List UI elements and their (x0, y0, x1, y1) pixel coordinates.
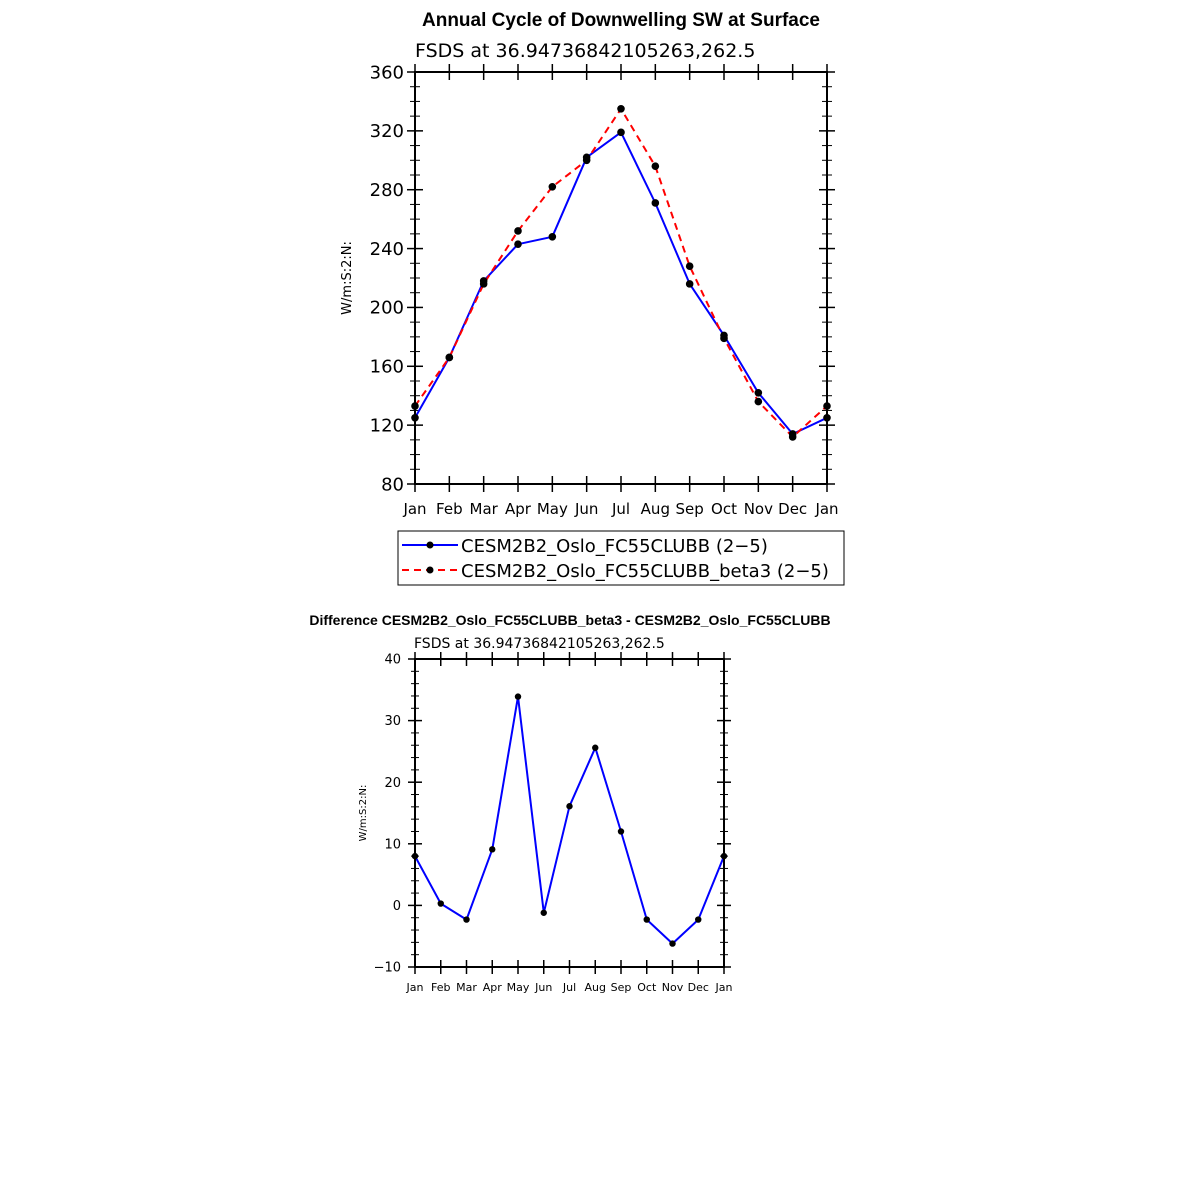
chart2-subtitle: FSDS at 36.94736842105263,262.5 (414, 636, 665, 652)
chart1-xtick-label: Jan (814, 500, 838, 518)
chart2-series-1-point (437, 900, 444, 907)
chart1-ylabel: W/m:S:2:N: (340, 241, 355, 315)
chart1-series-group (411, 104, 831, 441)
chart2-ytick-label: 10 (384, 837, 401, 852)
chart1-xtick-label: Dec (778, 500, 807, 518)
chart1-xtick-label: Feb (436, 500, 463, 518)
chart2-series-1-point (489, 846, 496, 853)
chart2-plot-frame (414, 658, 725, 968)
chart1-series-2-point (514, 227, 522, 235)
chart1-series-2-point (788, 433, 797, 441)
chart2-xtick-label: Feb (431, 981, 450, 994)
chart1-xtick-label: Nov (744, 500, 773, 518)
chart2-xtick-label: Jul (562, 981, 576, 994)
chart2-xtick-label: Jan (715, 981, 733, 994)
chart2-xtick-label: Oct (637, 981, 657, 994)
chart1-series-1-point (548, 233, 557, 241)
chart2-series-1-point (643, 916, 650, 923)
chart1-title: Annual Cycle of Downwelling SW at Surfac… (422, 10, 820, 31)
chart1-series-2-point (651, 162, 660, 170)
chart1-series-2-point (479, 280, 488, 288)
chart1-ytick-label: 240 (370, 239, 404, 260)
chart2-xtick-label: Jun (534, 981, 552, 994)
chart1-series-1-point (617, 128, 625, 137)
chart1-series-2-point (548, 182, 557, 191)
chart1-xtick-label: May (537, 500, 568, 518)
chart1-ytick-label: 320 (370, 121, 404, 142)
chart2-xtick-label: Mar (456, 981, 477, 994)
chart1-xtick-label: Jun (574, 500, 598, 518)
chart2-series-1-point (514, 693, 522, 700)
chart1-xtick-label: Oct (711, 500, 737, 518)
chart1-ytick-label: 120 (370, 415, 404, 436)
chart1-xtick-label: Mar (470, 500, 499, 518)
chart2-axes: −10 0 10 20 30 40 Jan Feb Mar Apr May Jun Jul Aug Sep O… (374, 652, 733, 994)
chart1-plot-frame (414, 71, 828, 485)
chart2-xtick-label: Sep (611, 981, 632, 994)
chart1-ytick-label: 200 (370, 298, 404, 319)
chart2-xtick-label: May (507, 981, 530, 994)
chart2-series-1-point (566, 803, 573, 810)
chart1-series-1-point (514, 240, 522, 248)
chart1-xtick-label: Sep (676, 500, 704, 518)
chart2-xtick-label: Nov (662, 981, 684, 994)
chart1-series-2-point (582, 156, 591, 165)
chart2-xtick-label: Aug (585, 981, 606, 994)
chart2-title: Difference CESM2B2_Oslo_FC55CLUBB_beta3 … (309, 612, 830, 628)
annual-cycle-chart: Annual Cycle of Downwelling SW at Surfac… (340, 10, 845, 586)
chart2-ytick-label: −10 (374, 961, 401, 976)
chart1-xtick-label: Aug (641, 500, 670, 518)
legend-marker-series-2 (426, 566, 434, 574)
legend-marker-series-1 (426, 541, 434, 549)
chart1-xtick-label: Apr (505, 500, 532, 518)
chart1-series-2-point (445, 353, 454, 362)
chart2-xtick-label: Jan (406, 981, 424, 994)
chart2-xtick-label: Dec (688, 981, 709, 994)
chart2-series-group (411, 693, 728, 947)
legend-box (397, 530, 845, 586)
chart1-ytick-label: 160 (370, 357, 404, 378)
chart2-series-1-point (617, 828, 625, 835)
chart1-legend: CESM2B2_Oslo_FC55CLUBB (2−5) CESM2B2_Osl… (397, 530, 845, 586)
chart2-series-1-point (463, 916, 470, 923)
legend-label-series-2: CESM2B2_Oslo_FC55CLUBB_beta3 (2−5) (461, 561, 829, 582)
chart2-series-1-point (540, 909, 547, 916)
chart1-series-2-point (754, 397, 763, 406)
chart1-subtitle: FSDS at 36.94736842105263,262.5 (415, 40, 755, 62)
chart1-ytick-label: 80 (381, 474, 404, 495)
chart1-xtick-label: Jan (402, 500, 426, 518)
chart1-series-2-point (685, 262, 694, 271)
chart1-series-2-point (617, 104, 625, 113)
chart1-series-1-point (754, 388, 763, 397)
chart1-xtick-label: Jul (611, 500, 630, 518)
legend-label-series-1: CESM2B2_Oslo_FC55CLUBB (2−5) (461, 536, 768, 557)
chart2-series-1-point (695, 916, 702, 923)
chart2-ytick-label: 0 (393, 899, 401, 914)
chart1-axes: 80 120 160 200 240 280 320 360 Jan Feb Mar Apr May Ju… (370, 62, 839, 518)
chart1-ytick-label: 280 (370, 180, 404, 201)
chart2-ylabel: W/m:S:2:N: (358, 785, 369, 842)
chart2-series-1-point (669, 940, 676, 947)
chart1-series-1-point (685, 280, 694, 288)
chart1-series-1-point (651, 199, 660, 207)
chart2-ytick-label: 30 (384, 714, 401, 729)
chart1-ytick-label: 360 (370, 62, 404, 83)
chart2-ytick-label: 40 (384, 653, 401, 668)
difference-chart: Difference CESM2B2_Oslo_FC55CLUBB_beta3 … (309, 612, 830, 994)
chart2-xtick-label: Apr (483, 981, 503, 994)
chart2-ytick-label: 20 (384, 776, 401, 791)
chart2-series-1-point (592, 744, 599, 751)
chart1-series-2-point (720, 334, 728, 343)
